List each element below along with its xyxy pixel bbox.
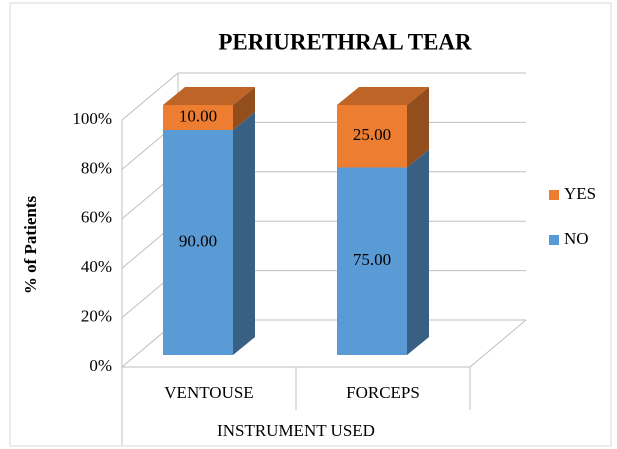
bar-side [407,149,429,355]
bar-side [407,87,429,168]
data-label: 90.00 [179,231,217,250]
bar-side [233,87,255,130]
legend-label: NO [564,229,589,248]
chart-border [9,2,612,447]
bar-front [163,130,233,355]
legend-swatch [549,190,559,200]
x-tick-label: FORCEPS [346,383,420,402]
side-grid-line [121,72,179,121]
data-label: 75.00 [353,250,391,269]
data-label: 25.00 [353,125,391,144]
y-tick-label: 40% [81,257,112,276]
x-axis-label: INSTRUMENT USED [217,421,375,440]
legend-swatch [549,235,559,245]
chart-title: PERIURETHRAL TEAR [218,29,472,54]
bar-top [163,87,255,105]
bar-front [163,105,233,130]
x-tick-label: VENTOUSE [164,383,253,402]
floor-side-edge [469,319,527,368]
data-label: 10.00 [179,106,217,125]
bar-side [233,112,255,355]
y-tick-label: 80% [81,158,112,177]
y-tick-label: 60% [81,208,112,227]
legend-label: YES [564,184,596,203]
y-tick-label: 20% [81,307,112,326]
bar-front [337,105,407,168]
y-tick-label: 100% [72,109,112,128]
bar-top [337,87,429,105]
y-tick-label: 0% [89,356,112,375]
bar-front [337,167,407,355]
y-axis-label: % of Patients [21,196,40,295]
